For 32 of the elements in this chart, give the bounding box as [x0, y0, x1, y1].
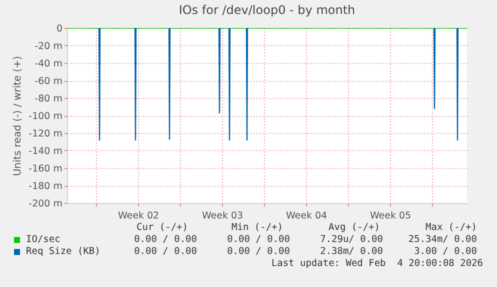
text: 3.00 / 0.00 [414, 246, 477, 257]
text: Avg (-/+) [328, 222, 380, 233]
text: 2.38m/ 0.00 [320, 246, 383, 257]
y-tick-label: -140 m [28, 146, 62, 157]
x-tick-label: Week 02 [118, 210, 160, 222]
text: Min (-/+) [232, 222, 283, 233]
chart-title: IOs for /dev/loop0 - by month [178, 3, 356, 17]
x-tick-label: Week 05 [370, 210, 412, 222]
legend-label: IO/sec [26, 234, 60, 245]
y-tick-label: -180 m [28, 181, 62, 192]
text: 0.00 / 0.00 [227, 234, 290, 245]
legend-label: Req Size (KB) [26, 246, 100, 257]
y-axis-title: Units read (-) / write (+) [12, 56, 24, 176]
text: 0.00 / 0.00 [134, 234, 197, 245]
x-tick-label: Week 03 [202, 210, 244, 222]
y-tick-label: -40 m [34, 58, 62, 70]
text: Cur (-/+) [136, 222, 188, 233]
text: 25.34m/ 0.00 [408, 234, 477, 245]
y-tick-label: -20 m [34, 41, 62, 52]
y-tick-label: -120 m [28, 128, 62, 140]
x-tick-label: Week 04 [286, 210, 328, 222]
text: 0.00 / 0.00 [227, 246, 290, 257]
y-tick-label: -200 m [28, 198, 62, 210]
text: 7.29u/ 0.00 [320, 234, 383, 245]
y-tick-label: -160 m [28, 164, 62, 174]
y-tick-label: -80 m [34, 94, 62, 104]
y-tick-label: -60 m [34, 76, 62, 87]
text: 0.00 / 0.00 [134, 246, 197, 257]
text: Last update: Wed Feb 4 20:00:08 2026 [271, 258, 483, 269]
y-tick-label: 0 [56, 24, 62, 34]
y-tick-label: -100 m [28, 111, 62, 122]
text: Max (-/+) [426, 222, 477, 233]
